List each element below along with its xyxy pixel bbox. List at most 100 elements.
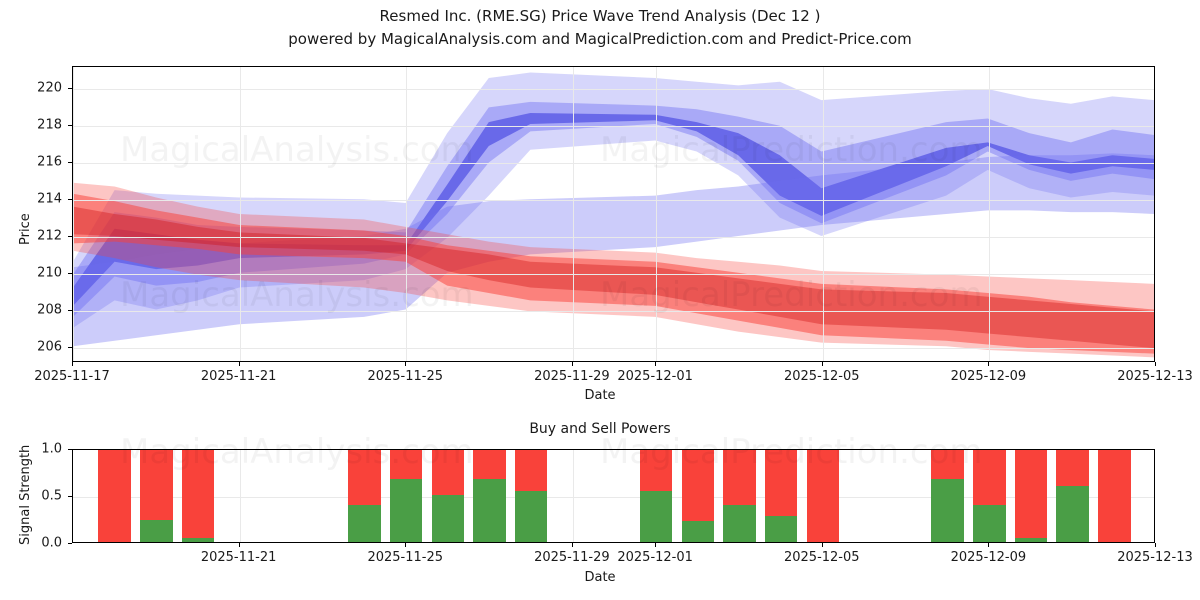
buy-power-segment (389, 479, 423, 542)
buy-power-segment (973, 505, 1006, 542)
price-wave-bands (73, 72, 1154, 358)
signal-bar (140, 450, 173, 542)
price-x-tick (571, 362, 573, 366)
sell-power-segment (973, 450, 1006, 506)
price-gridline-v (406, 67, 408, 361)
signal-bar (681, 450, 715, 542)
bars-y-tick-label: 0.5 (41, 488, 62, 504)
buy-power-segment (931, 479, 964, 542)
price-y-tick (68, 162, 72, 164)
bars-x-tick-label: 2025-12-13 (1117, 550, 1193, 565)
sell-power-segment (723, 450, 756, 506)
price-x-tick (238, 362, 240, 366)
price-gridline-v (822, 67, 824, 361)
sell-power-segment (764, 450, 798, 516)
price-x-tick-label: 2025-12-05 (783, 369, 860, 384)
sell-power-segment (140, 450, 173, 521)
price-chart-plot-area (72, 66, 1155, 362)
signal-bar (181, 450, 215, 542)
signal-bar (473, 450, 506, 542)
price-gridline-h (73, 163, 1154, 165)
sell-power-segment (931, 450, 964, 480)
title-block: Resmed Inc. (RME.SG) Price Wave Trend An… (0, 6, 1200, 49)
buy-power-segment (681, 521, 715, 542)
price-x-axis-label: Date (584, 388, 616, 403)
signal-bar (973, 450, 1006, 542)
signal-bar (806, 450, 839, 542)
price-x-tick-label: 2025-11-25 (367, 369, 443, 384)
price-gridline-h (73, 274, 1154, 276)
bars-x-tick (821, 543, 823, 547)
price-y-tick-label: 216 (37, 154, 62, 170)
price-y-tick (68, 310, 72, 312)
buy-power-segment (348, 505, 381, 542)
sell-power-segment (98, 450, 131, 542)
bars-x-tick (405, 543, 407, 547)
signal-bar (1014, 450, 1048, 542)
sell-power-segment (431, 450, 465, 495)
price-y-tick-label: 214 (37, 191, 62, 207)
price-x-tick-label: 2025-12-13 (1117, 369, 1193, 384)
signal-bar (764, 450, 798, 542)
signal-bar (389, 450, 423, 542)
bars-y-tick-label: 0.0 (41, 535, 62, 551)
bars-gridline-h (73, 497, 1154, 498)
bars-x-tick-label: 2025-11-29 (534, 550, 610, 565)
price-gridline-v (656, 67, 658, 361)
signal-bar (639, 450, 673, 542)
price-y-tick-label: 218 (37, 117, 62, 133)
band-bullish-wave-outer (73, 72, 1154, 328)
price-y-tick (68, 273, 72, 275)
price-x-tick (72, 362, 73, 366)
bars-gridline-v (572, 450, 574, 542)
bars-chart-title: Buy and Sell Powers (529, 421, 671, 437)
price-x-tick (405, 362, 407, 366)
page-title: Resmed Inc. (RME.SG) Price Wave Trend An… (379, 7, 821, 25)
signal-bar (931, 450, 964, 542)
sell-power-segment (389, 450, 423, 480)
band-bullish-wave-mid (73, 101, 1154, 317)
buy-power-segment (514, 491, 548, 542)
buy-power-segment (181, 538, 215, 542)
price-gridline-h (73, 311, 1154, 313)
price-gridline-h (73, 237, 1154, 239)
price-x-tick-label: 2025-12-09 (950, 369, 1027, 384)
bars-x-tick (1155, 543, 1156, 547)
buy-power-segment (431, 495, 465, 542)
signal-bar (1098, 450, 1131, 542)
signal-bar (1056, 450, 1089, 542)
bars-x-tick (238, 543, 240, 547)
bars-x-tick (655, 543, 657, 547)
sell-power-segment (473, 450, 506, 480)
signal-bar (348, 450, 381, 542)
bars-x-tick-label: 2025-11-25 (367, 550, 443, 565)
buy-power-segment (764, 515, 798, 542)
sell-power-segment (639, 450, 673, 492)
bars-x-tick-label: 2025-12-09 (950, 550, 1027, 565)
price-x-tick-label: 2025-12-01 (617, 369, 693, 384)
sell-power-segment (1056, 450, 1089, 486)
bars-x-tick-label: 2025-11-21 (200, 550, 277, 565)
buy-power-segment (723, 505, 756, 542)
price-gridline-h (73, 126, 1154, 128)
sell-power-segment (681, 450, 715, 522)
buy-power-segment (140, 520, 173, 542)
bars-gridline-v (239, 450, 241, 542)
sell-power-segment (806, 450, 839, 542)
price-y-tick (68, 125, 72, 127)
buy-sell-chart-plot-area (72, 449, 1155, 543)
sell-power-segment (514, 450, 548, 492)
price-y-tick-label: 206 (37, 339, 62, 355)
buy-power-segment (1056, 485, 1089, 542)
sell-power-segment (348, 450, 381, 506)
buy-power-segment (639, 491, 673, 542)
sell-power-segment (181, 450, 215, 539)
bars-y-tick (68, 449, 72, 450)
price-y-tick (68, 199, 72, 201)
band-bearish-wave-core (73, 193, 1154, 354)
bars-x-tick-label: 2025-12-01 (617, 550, 693, 565)
price-y-tick-label: 212 (37, 228, 62, 244)
page-subtitle: powered by MagicalAnalysis.com and Magic… (288, 30, 912, 48)
price-gridline-v (572, 67, 574, 361)
